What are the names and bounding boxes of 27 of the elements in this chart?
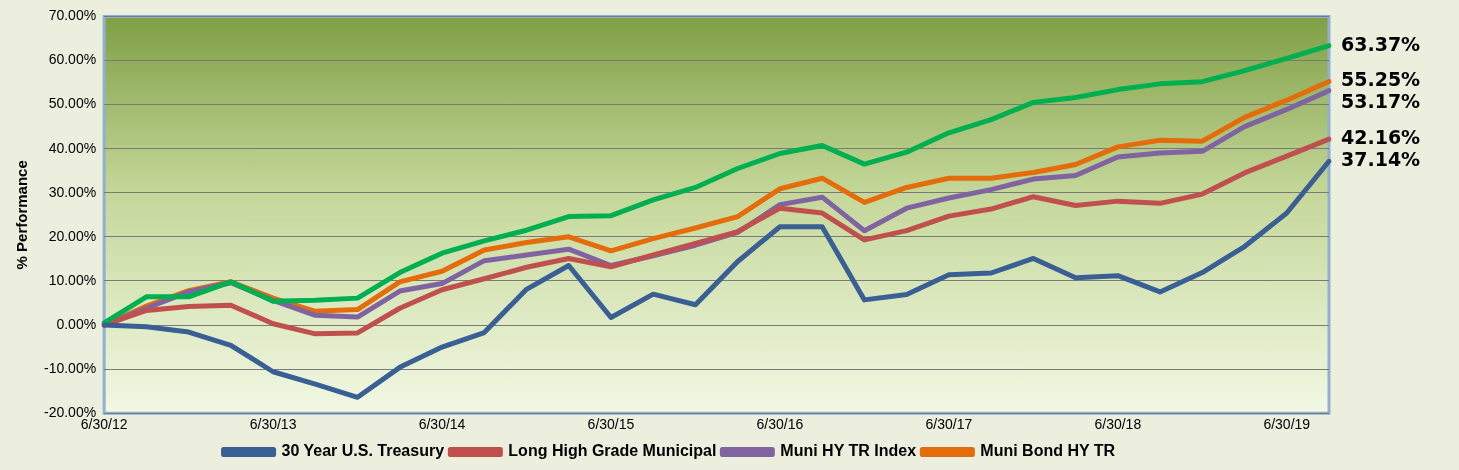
y-tick-label: -10.00% bbox=[43, 359, 97, 376]
legend-label: Muni Bond HY TR bbox=[980, 442, 1116, 460]
x-tick-label: 6/30/19 bbox=[1263, 416, 1311, 433]
data-label: 55.25% bbox=[1341, 68, 1421, 91]
data-label: 37.14% bbox=[1341, 148, 1421, 171]
y-tick-label: 70.00% bbox=[48, 7, 97, 24]
y-tick-label: 0.00% bbox=[56, 315, 97, 332]
y-axis-title: % Performance bbox=[13, 160, 31, 270]
y-tick-label: 50.00% bbox=[48, 95, 97, 112]
data-label: 63.37% bbox=[1341, 32, 1421, 55]
data-label: 53.17% bbox=[1341, 90, 1421, 113]
x-tick-label: 6/30/14 bbox=[418, 416, 466, 433]
y-tick-label: 30.00% bbox=[48, 183, 97, 200]
legend-label: 30 Year U.S. Treasury bbox=[281, 442, 445, 460]
legend-label: Long High Grade Municipal bbox=[508, 442, 717, 460]
x-tick-label: 6/30/13 bbox=[249, 416, 297, 433]
y-tick-label: 60.00% bbox=[48, 51, 97, 68]
legend-label: Muni HY TR Index bbox=[780, 442, 917, 460]
x-tick-label: 6/30/18 bbox=[1094, 416, 1142, 433]
x-tick-label: 6/30/17 bbox=[925, 416, 973, 433]
x-tick-label: 6/30/15 bbox=[587, 416, 635, 433]
y-tick-label: 10.00% bbox=[48, 271, 97, 288]
y-tick-label: 20.00% bbox=[48, 227, 97, 244]
x-tick-label: 6/30/12 bbox=[80, 416, 128, 433]
data-label: 42.16% bbox=[1341, 126, 1421, 149]
x-tick-label: 6/30/16 bbox=[756, 416, 804, 433]
y-tick-label: 40.00% bbox=[48, 139, 97, 156]
